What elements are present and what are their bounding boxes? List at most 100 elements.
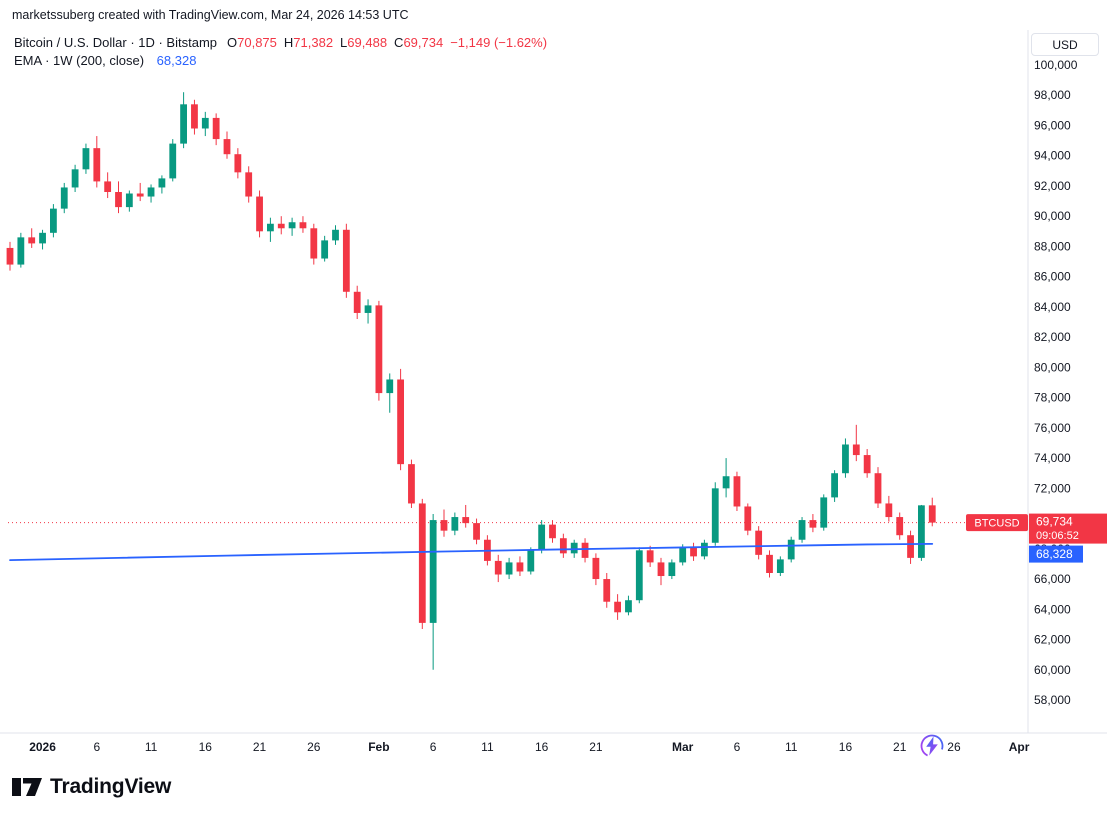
price-tick-label: 66,000 (1034, 572, 1071, 586)
candle-body (158, 178, 166, 188)
price-tick-label: 60,000 (1034, 663, 1071, 677)
price-tick-label: 74,000 (1034, 451, 1071, 465)
candle-body (321, 240, 329, 259)
candle-body (668, 562, 676, 577)
candle-body (6, 247, 14, 265)
candle-body (559, 538, 567, 554)
symbol-row: Bitcoin / U.S. Dollar · 1D · Bitstamp O7… (14, 35, 547, 51)
price-tick-label: 76,000 (1034, 421, 1071, 435)
last-price-badge (1029, 513, 1107, 544)
price-tick-label: 78,000 (1034, 391, 1071, 405)
candle-body (136, 193, 144, 197)
time-tick-label: 2026 (29, 740, 56, 754)
chart-container: 58,00060,00062,00064,00066,00068,00070,0… (0, 30, 1107, 760)
candle-body (288, 222, 296, 229)
price-tick-label: 72,000 (1034, 481, 1071, 495)
close-value: 69,734 (403, 35, 444, 50)
candle-body (852, 444, 860, 456)
candle-body (386, 379, 394, 394)
last-price-value: 69,734 (1036, 515, 1073, 529)
symbol-tag-label: BTCUSD (974, 518, 1019, 530)
candle-body (299, 222, 307, 229)
candle-body (625, 600, 632, 613)
symbol-title[interactable]: Bitcoin / U.S. Dollar · 1D · Bitstamp (14, 35, 217, 50)
candle-body (842, 444, 849, 474)
candle-body (462, 517, 470, 524)
time-tick-label: 11 (785, 740, 798, 754)
price-tick-label: 80,000 (1034, 360, 1071, 374)
candle-body (234, 154, 242, 173)
candle-body (635, 550, 643, 601)
candle-body (375, 305, 383, 394)
candle-body (397, 379, 404, 465)
candle-body (657, 562, 665, 577)
footer: TradingView (12, 773, 171, 801)
candle-body (180, 104, 187, 144)
candle-body (885, 503, 893, 518)
candle-body (201, 117, 209, 129)
time-tick-label: 6 (430, 740, 437, 754)
candle-body (603, 579, 611, 602)
price-tick-label: 58,000 (1034, 693, 1071, 707)
time-tick-label: 6 (734, 740, 741, 754)
candle-body (256, 196, 263, 232)
price-tick-label: 82,000 (1034, 330, 1071, 344)
time-tick-label: 16 (535, 740, 549, 754)
close-label: C (394, 35, 404, 50)
price-tick-label: 94,000 (1034, 149, 1071, 163)
time-tick-label: Mar (672, 740, 694, 754)
candle-body (364, 305, 372, 313)
time-tick-label: 21 (893, 740, 907, 754)
price-tick-label: 90,000 (1034, 209, 1071, 223)
price-tick-label: 92,000 (1034, 179, 1071, 193)
tradingview-logo[interactable]: TradingView (12, 773, 171, 801)
time-tick-label: 6 (93, 740, 100, 754)
time-tick-label: 16 (839, 740, 853, 754)
price-tick-label: 88,000 (1034, 239, 1071, 253)
candle-body (538, 524, 546, 551)
candle-body (125, 193, 133, 208)
high-token: H71,382 (284, 35, 333, 51)
candle-body (212, 117, 220, 140)
low-label: L (340, 35, 348, 50)
candle-body (277, 223, 285, 229)
candle-body (353, 291, 361, 313)
indicator-value: 68,328 (156, 53, 197, 68)
candle-body (831, 473, 838, 498)
indicator-title[interactable]: EMA · 1W (200, close) (14, 53, 145, 68)
candle-body (614, 601, 621, 613)
open-label: O (227, 35, 238, 50)
candle-body (733, 476, 741, 507)
low-value: 69,488 (347, 35, 388, 50)
candle-body (918, 505, 925, 558)
candle-body (896, 517, 904, 536)
time-tick-label: 26 (307, 740, 321, 754)
time-tick-label: 21 (589, 740, 603, 754)
symbol-tag (966, 514, 1028, 532)
tradingview-mark-icon (12, 778, 42, 796)
candlestick-chart[interactable]: 58,00060,00062,00064,00066,00068,00070,0… (0, 30, 1107, 760)
flash-icon (918, 732, 946, 760)
candle-body (744, 506, 752, 531)
candle-body (874, 473, 882, 504)
ema-badge (1029, 545, 1083, 563)
currency-toggle[interactable]: USD (1031, 33, 1099, 56)
candle-body (690, 547, 697, 557)
price-tick-label: 84,000 (1034, 300, 1071, 314)
open-token: O70,875 (227, 35, 277, 51)
brand-name: TradingView (50, 775, 172, 798)
candle-body (592, 557, 600, 580)
attribution-text: marketssuberg created with TradingView.c… (12, 8, 409, 22)
candle-body (93, 148, 101, 182)
candle-body (928, 505, 936, 523)
price-tick-label: 100,000 (1034, 58, 1078, 72)
candle-body (646, 550, 654, 563)
candle-body (570, 542, 578, 554)
candle-body (104, 181, 112, 192)
candle-body (28, 237, 36, 244)
candle-body (473, 523, 480, 540)
price-tick-label: 64,000 (1034, 602, 1071, 616)
candle-body (82, 148, 90, 170)
countdown-value: 09:06:52 (1036, 530, 1079, 542)
time-tick-label: 21 (253, 740, 267, 754)
